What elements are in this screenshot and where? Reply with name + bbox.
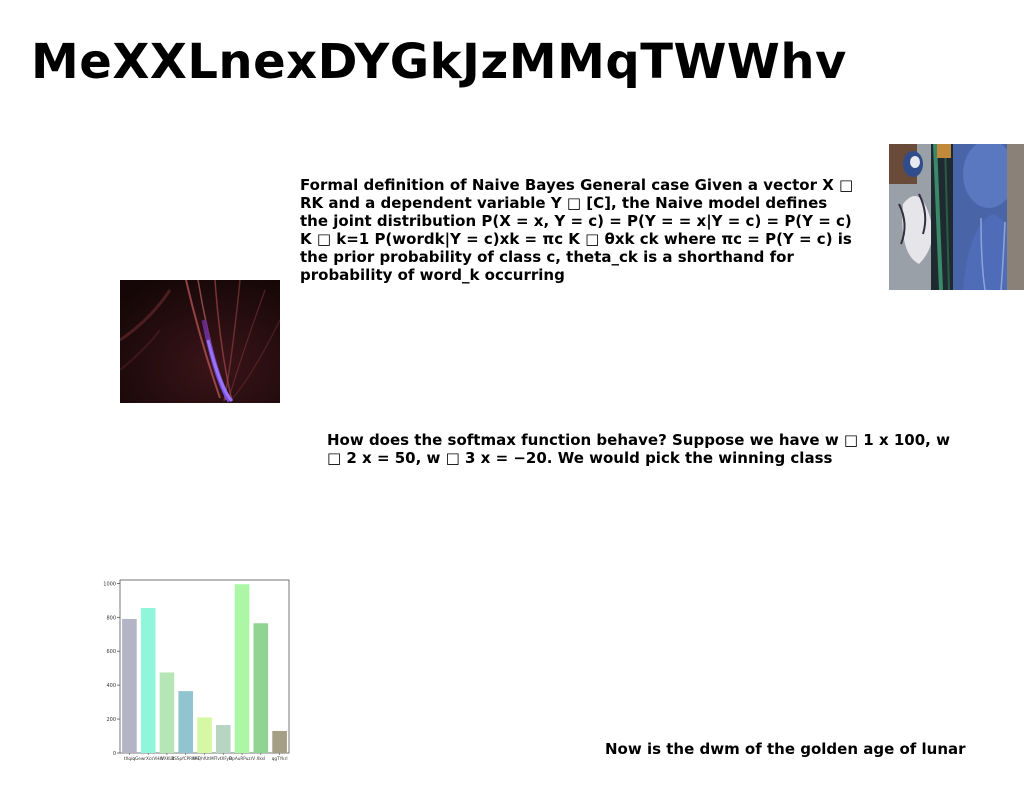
bar-tXqio [122, 619, 137, 753]
bar-chart: 0 200 400 600 800 1000 tXqio qGewrXcsVHrV WXKUt B… [100, 575, 295, 770]
bar-DpAuRPuzrV [234, 584, 250, 753]
x-tick-label: MiQhfUtMF [193, 756, 217, 761]
x-tick-label: WXKUt [160, 756, 175, 761]
x-tick-label: qGewrXcsVHrV [132, 756, 164, 761]
bar-TvtXFyB [215, 725, 231, 753]
x-tick-label: qgTYkrl [272, 756, 288, 761]
y-tick-label: 800 [106, 615, 116, 621]
bar-BSSpfCPRKAF [178, 691, 194, 753]
x-tick-label: tXqio [124, 756, 135, 761]
y-tick-label: 0 [113, 751, 116, 757]
y-tick-label: 200 [106, 717, 116, 723]
fractal-image [120, 280, 280, 403]
x-tick-label: XksI [256, 756, 265, 761]
bar-qGewrXcsVHrV [140, 607, 156, 753]
y-tick-label: 400 [106, 683, 116, 689]
y-tick-label: 1000 [103, 581, 116, 587]
x-tick-label: BSSpfCPRKAF [171, 756, 200, 761]
bar-XksI [253, 623, 269, 753]
bar-qgTYkrl [272, 730, 287, 753]
bar-MiQhfUtMF [197, 717, 212, 753]
y-tick-label: 600 [106, 649, 116, 655]
softmax-paragraph: How does the softmax function behave? Su… [327, 431, 950, 467]
lunar-caption: Now is the dwm of the golden age of luna… [605, 740, 966, 758]
slide-title: MeXXLnexDYGkJzMMqTWWhv [31, 34, 847, 90]
x-tick-label: TvtXFyB [214, 756, 232, 761]
x-tick-label: DpAuRPuzrV [229, 756, 255, 761]
artwork-image [889, 144, 1024, 290]
bar-WXKUt [159, 672, 175, 753]
naive-bayes-paragraph: Formal definition of Naive Bayes General… [300, 176, 854, 284]
